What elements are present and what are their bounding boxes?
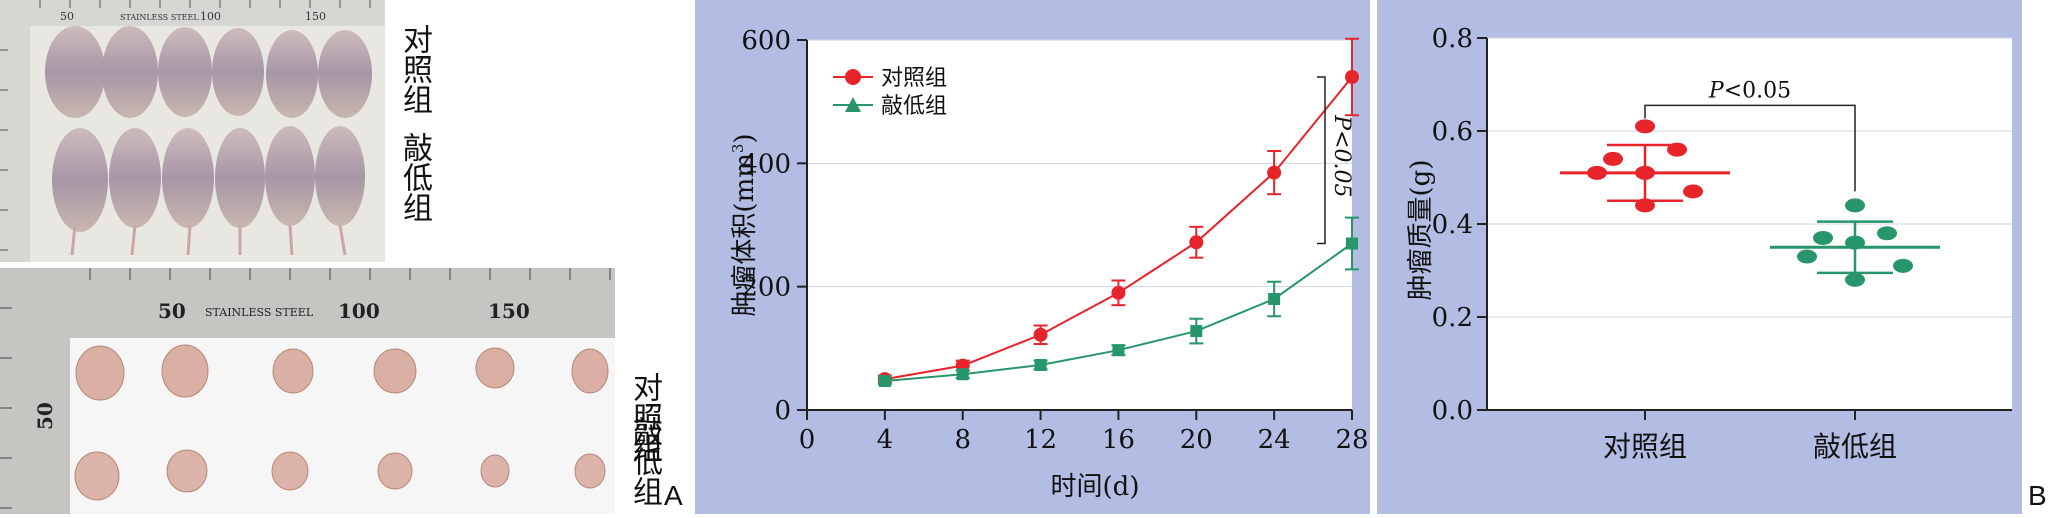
legend-label: 对照组 — [881, 66, 947, 91]
weight-point — [1845, 235, 1865, 250]
weight-y-tick-label: 0.2 — [1432, 303, 1473, 333]
volume-x-tick-label: 20 — [1180, 425, 1213, 455]
mice-row-knockdown — [52, 126, 365, 232]
weight-x-tick-label: 敲低组 — [1813, 430, 1897, 463]
weight-significance-bracket — [1644, 104, 1856, 192]
mice-label-bottom: 敲低组 — [397, 132, 432, 222]
volume-y-tick-label: 0 — [774, 396, 791, 426]
weight-significance-label-rest: <0.05 — [1724, 78, 1791, 103]
weight-point — [1797, 249, 1817, 264]
volume-significance-label: P<0.05 — [1329, 114, 1354, 197]
legend-marker — [845, 69, 861, 85]
volume-x-tick-label: 0 — [799, 425, 816, 455]
mice-photo: 50 STAINLESS STEEL 100 150 — [0, 0, 385, 262]
volume-x-axis-label: 时间(d) — [1051, 472, 1140, 502]
panel-a-letter: A — [664, 480, 683, 511]
volume-y-axis-label-close: ) — [730, 133, 760, 143]
legend-label: 敲低组 — [881, 94, 947, 119]
weight-x-tick-label: 对照组 — [1603, 430, 1687, 463]
weight-point — [1683, 184, 1703, 199]
weight-point — [1667, 142, 1687, 157]
tumors-knockdown-row — [74, 449, 606, 501]
volume-point — [1189, 235, 1204, 250]
weight-significance-label: P<0.05 — [1708, 78, 1791, 103]
volume-x-tick-label: 16 — [1102, 425, 1135, 455]
volume-point — [1345, 70, 1359, 84]
weight-point — [1635, 198, 1655, 213]
weight-point — [1845, 272, 1865, 287]
tumor-label-top: 对照组 — [627, 372, 662, 462]
weight-point — [1635, 119, 1655, 134]
tumors-control-row — [75, 344, 609, 401]
tumor-ruler-steel: STAINLESS STEEL — [205, 306, 314, 319]
weight-y-tick-label: 0.6 — [1432, 117, 1473, 147]
tumor-ruler-left — [0, 268, 70, 514]
weight-chart: 0.0 0.2 0.4 0.6 0.8 对照组 敲低组 P<0.05 肿瘤质量(g) — [1406, 24, 2012, 463]
volume-y-tick-label: 200 — [741, 273, 791, 303]
mice-row-control — [45, 26, 372, 118]
weight-y-tick-label: 0.4 — [1432, 210, 1473, 240]
weight-y-tick-label: 0.0 — [1432, 396, 1473, 426]
volume-point — [1190, 325, 1203, 338]
volume-x-tick-label: 8 — [954, 425, 971, 455]
mice-ruler-50: 50 — [60, 10, 74, 23]
mice-ruler-100: 100 — [200, 10, 221, 23]
legend-marker — [845, 97, 861, 112]
weight-y-axis-label: 肿瘤质量(g) — [1406, 160, 1436, 301]
volume-x-tick-label: 12 — [1024, 425, 1057, 455]
volume-y-tick-label: 400 — [741, 149, 791, 179]
mice-photo-svg: 50 STAINLESS STEEL 100 150 — [0, 0, 385, 262]
mice-ruler-left — [0, 0, 30, 262]
volume-chart-panel: 0 200 400 600 0 4 8 12 16 20 24 28 对照组敲低组 P<0.05 时间… — [695, 0, 1370, 514]
tumor-ruler-left-50: 50 — [33, 402, 57, 430]
volume-point — [956, 368, 969, 381]
weight-point — [1877, 226, 1897, 241]
volume-point — [1267, 165, 1282, 180]
volume-x-tick-label: 4 — [877, 425, 894, 455]
volume-point — [1346, 237, 1358, 250]
weight-point — [1603, 151, 1623, 166]
volume-point — [1268, 293, 1281, 305]
mice-ruler-steel: STAINLESS STEEL — [120, 13, 199, 22]
weight-significance-label-p: P — [1708, 78, 1725, 103]
volume-point — [878, 375, 891, 388]
volume-significance-bracket — [1317, 76, 1326, 245]
panel-b-letter: B — [2028, 480, 2047, 511]
volume-point — [1033, 327, 1048, 342]
volume-y-axis-label-sup: 3 — [729, 144, 747, 154]
mice-label-top: 对照组 — [397, 24, 432, 114]
volume-y-axis-label-main: 肿瘤体积(mm — [730, 153, 760, 316]
volume-point — [1034, 358, 1047, 371]
tumor-photo: 50 STAINLESS STEEL 100 150 50 — [0, 268, 615, 514]
tumor-ruler-150: 150 — [488, 299, 530, 323]
volume-x-tick-label: 24 — [1258, 425, 1291, 455]
weight-point — [1587, 165, 1607, 180]
volume-y-tick-label: 600 — [741, 26, 791, 56]
tumor-label-bottom: 敲低组 — [627, 416, 662, 506]
volume-point — [1112, 344, 1125, 357]
volume-x-tick-label: 28 — [1335, 425, 1368, 455]
weight-point — [1813, 230, 1833, 245]
tumor-ruler-top — [0, 268, 615, 338]
weight-point — [1635, 165, 1655, 180]
mice-ruler-150: 150 — [305, 10, 326, 23]
tumor-ruler-100: 100 — [338, 299, 380, 323]
weight-point — [1845, 198, 1865, 213]
mice-ruler-top — [0, 0, 385, 26]
weight-y-tick-label: 0.8 — [1432, 24, 1473, 54]
volume-point — [1111, 285, 1126, 300]
tumor-ruler-50: 50 — [158, 299, 186, 323]
volume-plot-area — [807, 40, 1352, 410]
weight-chart-panel: 0.0 0.2 0.4 0.6 0.8 对照组 敲低组 P<0.05 肿瘤质量(g) — [1377, 0, 2022, 514]
volume-y-axis-label: 肿瘤体积(mm3) — [729, 133, 760, 316]
tumor-photo-svg: 50 STAINLESS STEEL 100 150 50 — [0, 268, 615, 514]
weight-point — [1893, 258, 1913, 273]
